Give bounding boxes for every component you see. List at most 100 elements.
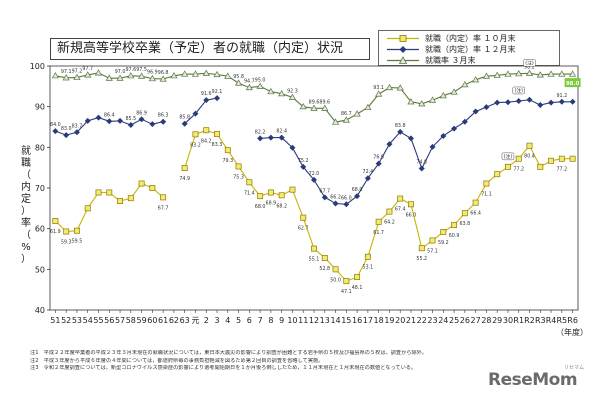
data-label-2: 89.6 bbox=[319, 99, 330, 105]
point-oct bbox=[267, 189, 274, 196]
data-label-1: 86.4 bbox=[104, 112, 115, 118]
data-label-2: 97.7 bbox=[82, 66, 93, 72]
point-dec bbox=[95, 114, 102, 121]
highlight-badge bbox=[564, 78, 581, 88]
point-dec bbox=[440, 132, 447, 139]
data-label-1: 75.2 bbox=[298, 158, 309, 164]
y-axis-label-char: （ bbox=[21, 230, 31, 241]
point-oct bbox=[461, 210, 468, 217]
point-mar bbox=[375, 90, 383, 97]
point-oct bbox=[192, 131, 199, 138]
point-oct bbox=[548, 157, 555, 164]
x-axis-label: （年度） bbox=[556, 327, 588, 337]
x-tick-label: 57 bbox=[115, 316, 125, 325]
point-dec bbox=[558, 98, 565, 105]
y-axis-label-char: （ bbox=[21, 170, 31, 181]
highlight-value: 98.0 bbox=[566, 81, 580, 87]
point-mar bbox=[396, 84, 404, 91]
point-mar bbox=[331, 118, 340, 125]
data-label-0: 53.1 bbox=[363, 265, 374, 271]
x-tick-label: 63 bbox=[180, 316, 190, 325]
data-label-1: 68.0 bbox=[352, 187, 363, 193]
point-mar bbox=[439, 91, 447, 99]
y-axis-label-char: ） bbox=[21, 206, 31, 217]
data-label-2: 95.0 bbox=[255, 77, 266, 83]
x-tick-label: 52 bbox=[61, 316, 71, 325]
point-mar bbox=[428, 96, 437, 103]
point-dec bbox=[278, 134, 285, 141]
point-dec bbox=[117, 117, 124, 124]
point-mar bbox=[342, 116, 350, 123]
footnotes: 注1 平成２２年度卒業者の平成２３年３月末現在の就職状況については，東日本大震災… bbox=[30, 350, 500, 373]
point-oct bbox=[386, 208, 393, 215]
y-axis-label-char: % bbox=[21, 242, 31, 253]
data-label-0: 68.9 bbox=[266, 200, 277, 206]
annotation-text: (注) bbox=[514, 87, 523, 94]
point-dec bbox=[106, 118, 113, 125]
point-mar bbox=[181, 70, 189, 77]
data-label-0: 71.1 bbox=[481, 192, 492, 198]
point-mar bbox=[84, 71, 92, 78]
x-tick-label: R6 bbox=[567, 316, 578, 325]
point-mar bbox=[73, 73, 81, 80]
point-dec bbox=[472, 108, 479, 115]
x-tick-label: R5 bbox=[557, 316, 568, 325]
point-mar bbox=[127, 72, 135, 79]
point-oct bbox=[73, 227, 80, 234]
point-mar bbox=[137, 72, 146, 79]
point-dec bbox=[569, 98, 576, 105]
x-tick-label: 25 bbox=[449, 316, 459, 325]
point-dec bbox=[461, 118, 468, 125]
x-tick-label: 54 bbox=[83, 316, 93, 325]
x-tick-label: 59 bbox=[136, 316, 146, 325]
x-tick-label: 55 bbox=[93, 316, 103, 325]
x-tick-label: 5 bbox=[236, 316, 241, 325]
point-mar bbox=[288, 93, 297, 100]
x-tick-label: 元 bbox=[191, 316, 199, 325]
point-oct bbox=[181, 165, 188, 172]
series-line-0 bbox=[184, 129, 573, 282]
point-dec bbox=[343, 201, 350, 208]
point-dec bbox=[451, 125, 458, 132]
point-oct bbox=[278, 192, 285, 199]
x-tick-label: 10 bbox=[287, 316, 297, 325]
data-label-2: 97.0 bbox=[115, 69, 126, 75]
data-label-1: 91.2 bbox=[556, 93, 567, 99]
point-mar bbox=[385, 83, 394, 91]
point-mar bbox=[299, 102, 307, 110]
point-dec bbox=[332, 200, 339, 207]
point-mar bbox=[569, 70, 577, 77]
point-oct bbox=[515, 155, 522, 162]
point-mar bbox=[148, 74, 156, 82]
data-label-0: 67.4 bbox=[395, 207, 406, 213]
point-mar bbox=[105, 74, 113, 81]
point-mar bbox=[536, 71, 544, 78]
x-tick-label: R4 bbox=[546, 316, 557, 325]
point-mar bbox=[245, 83, 253, 91]
data-label-0: 62.7 bbox=[298, 226, 309, 232]
logo-text: ReseMom bbox=[488, 370, 578, 390]
point-dec bbox=[214, 95, 221, 102]
point-oct bbox=[84, 205, 91, 212]
point-oct bbox=[537, 163, 544, 170]
data-label-0: 66.4 bbox=[470, 211, 481, 217]
x-tick-label: R1 bbox=[513, 316, 524, 325]
point-oct bbox=[354, 274, 361, 281]
y-tick-label: 70 bbox=[35, 184, 45, 193]
y-axis-label-char: 定 bbox=[21, 194, 31, 205]
point-dec bbox=[364, 175, 371, 182]
point-mar bbox=[256, 82, 264, 89]
x-tick-label: 7 bbox=[258, 316, 263, 325]
x-tick-label: 30 bbox=[503, 316, 513, 325]
data-label-1: 86.9 bbox=[136, 110, 147, 116]
point-mar bbox=[515, 70, 523, 77]
data-label-0: 63.8 bbox=[460, 221, 471, 227]
chart-title: 新規高等学校卒業（予定）者の就職（内定）状況 bbox=[50, 38, 370, 60]
resemom-logo: ReseMom リセマム bbox=[488, 365, 608, 396]
data-label-1: 91.6 bbox=[201, 91, 212, 97]
x-tick-label: 15 bbox=[341, 316, 351, 325]
point-dec bbox=[354, 193, 361, 200]
point-oct bbox=[505, 163, 511, 170]
y-axis-label-char: 率 bbox=[21, 218, 31, 229]
point-mar bbox=[525, 69, 534, 76]
